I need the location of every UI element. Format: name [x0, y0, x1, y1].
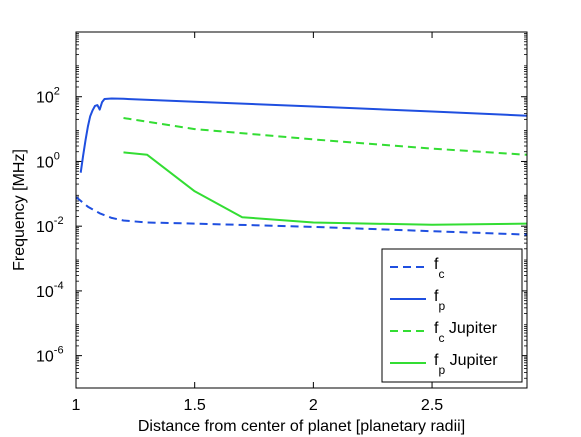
x-tick-label: 1 — [72, 397, 81, 414]
x-tick-label: 2 — [309, 397, 318, 414]
y-tick-label: 100 — [36, 150, 60, 171]
y-tick-label: 102 — [36, 86, 60, 107]
legend-box — [381, 248, 523, 383]
series-line-4 — [123, 151, 527, 226]
x-tick-label: 2.5 — [421, 397, 443, 414]
legend-label-3: fc Jupiter — [434, 320, 498, 345]
y-tick-label: 10-6 — [36, 345, 64, 366]
y-tick-label: 10-2 — [36, 215, 64, 236]
legend-label-1: fc — [434, 256, 444, 281]
y-tick-label: 10-4 — [36, 280, 64, 301]
x-tick-label: 1.5 — [184, 397, 206, 414]
y-axis-label: Frequency [MHz] — [11, 149, 28, 271]
legend-label-4: fp Jupiter — [434, 352, 498, 377]
series-line-3 — [123, 117, 527, 156]
series-line-1 — [76, 196, 527, 236]
axes-frame — [75, 31, 528, 389]
series-line-2 — [79, 97, 527, 173]
legend-label-2: fp — [434, 288, 445, 313]
x-axis-label: Distance from center of planet [planetar… — [138, 418, 465, 435]
